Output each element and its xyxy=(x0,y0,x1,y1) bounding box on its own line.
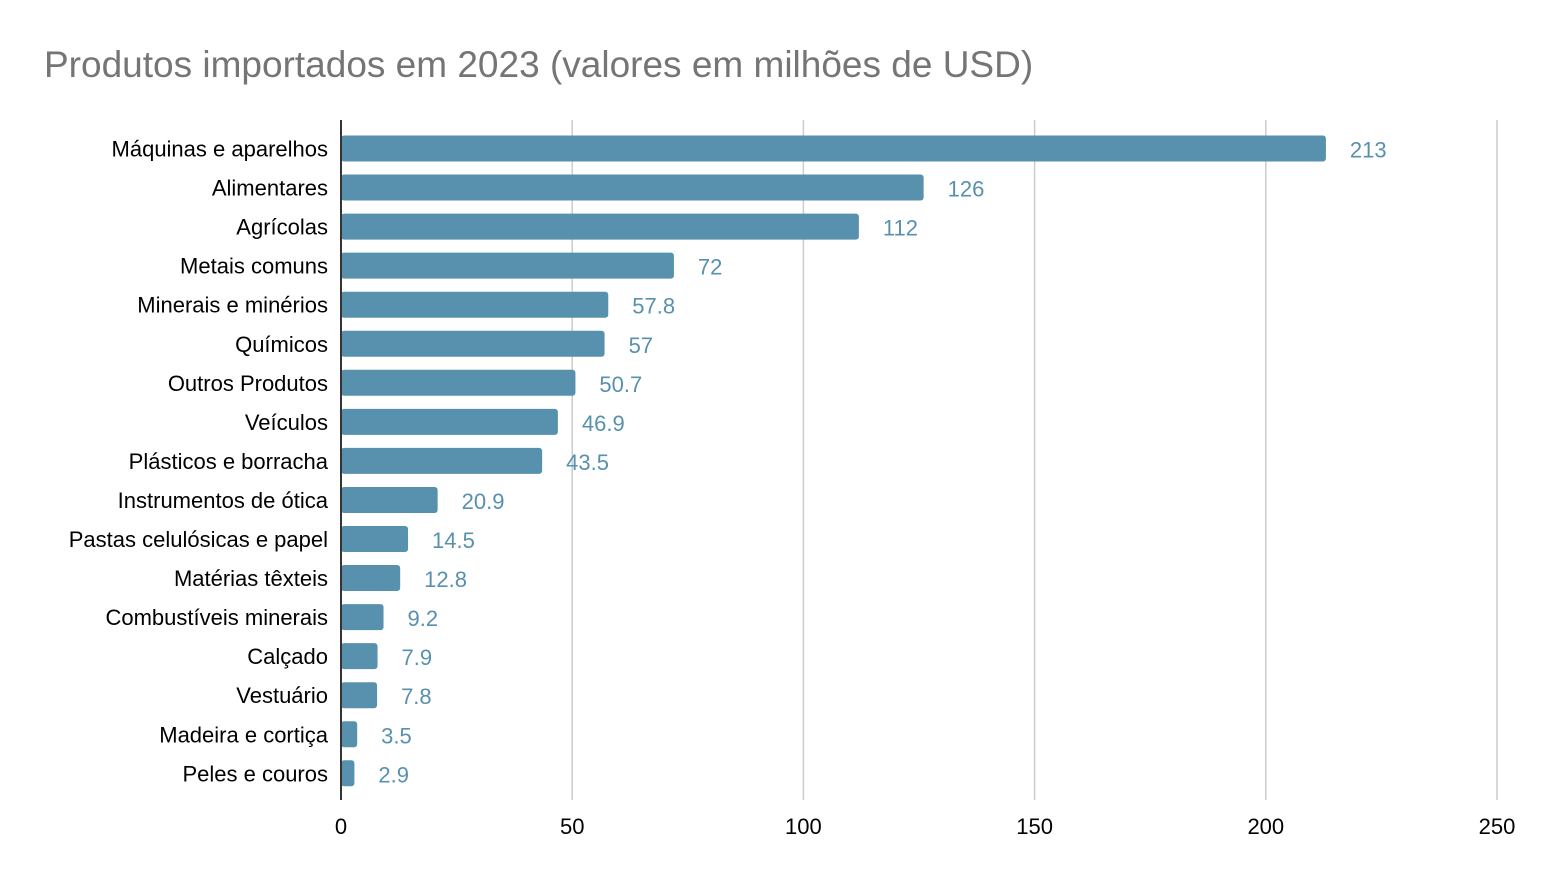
category-label: Matérias têxteis xyxy=(174,566,328,591)
x-tick-label: 0 xyxy=(335,814,347,839)
data-label: 3.5 xyxy=(381,723,412,748)
data-label: 20.9 xyxy=(462,489,505,514)
bar xyxy=(341,486,438,513)
data-label: 46.9 xyxy=(582,411,625,436)
data-label: 50.7 xyxy=(599,372,642,397)
data-label: 7.9 xyxy=(402,645,433,670)
data-label: 43.5 xyxy=(566,450,609,475)
data-label: 126 xyxy=(948,177,985,202)
category-label: Peles e couros xyxy=(182,761,328,786)
category-label: Instrumentos de ótica xyxy=(118,488,329,513)
bar xyxy=(341,682,378,709)
category-label: Calçado xyxy=(247,644,328,669)
category-label: Veículos xyxy=(245,410,328,435)
chart-title: Produtos importados em 2023 (valores em … xyxy=(44,44,1034,85)
data-label: 72 xyxy=(698,255,722,280)
x-tick-label: 200 xyxy=(1247,814,1284,839)
x-tick-label: 150 xyxy=(1016,814,1053,839)
bar xyxy=(341,135,1326,162)
bar xyxy=(341,643,378,670)
bars xyxy=(341,135,1326,787)
bar xyxy=(341,408,558,435)
bar xyxy=(341,252,674,279)
data-label: 14.5 xyxy=(432,528,475,553)
x-tick-label: 250 xyxy=(1479,814,1516,839)
data-label: 2.9 xyxy=(378,762,409,787)
category-label: Plásticos e borracha xyxy=(129,449,329,474)
category-label: Madeira e cortiça xyxy=(159,722,329,747)
data-label: 213 xyxy=(1350,138,1387,163)
bar xyxy=(341,213,859,240)
bar xyxy=(341,174,924,201)
data-label: 9.2 xyxy=(408,606,439,631)
bar xyxy=(341,330,605,357)
data-label: 57.8 xyxy=(632,294,675,319)
category-label: Químicos xyxy=(235,332,328,357)
category-label: Combustíveis minerais xyxy=(105,605,328,630)
x-tick-label: 50 xyxy=(560,814,584,839)
bar xyxy=(341,760,355,787)
category-label: Alimentares xyxy=(212,176,328,201)
bar xyxy=(341,565,401,592)
category-label: Metais comuns xyxy=(180,254,328,279)
category-label: Máquinas e aparelhos xyxy=(112,137,328,162)
bar xyxy=(341,721,358,748)
bar xyxy=(341,291,609,318)
category-label: Pastas celulósicas e papel xyxy=(69,527,328,552)
data-label: 112 xyxy=(883,216,918,241)
bar xyxy=(341,604,384,631)
data-label: 7.8 xyxy=(401,684,432,709)
data-label: 12.8 xyxy=(424,567,467,592)
category-label: Vestuário xyxy=(236,683,328,708)
x-tick-label: 100 xyxy=(785,814,822,839)
bar xyxy=(341,447,543,474)
labels: 0 50 100 150 200 250 Máquinas e aparelhos 213 Al… xyxy=(69,137,1516,840)
category-label: Outros Produtos xyxy=(168,371,328,396)
category-label: Minerais e minérios xyxy=(137,293,328,318)
data-label: 57 xyxy=(629,333,653,358)
category-label: Agrícolas xyxy=(236,215,328,240)
bar xyxy=(341,526,409,552)
bar xyxy=(341,369,576,396)
